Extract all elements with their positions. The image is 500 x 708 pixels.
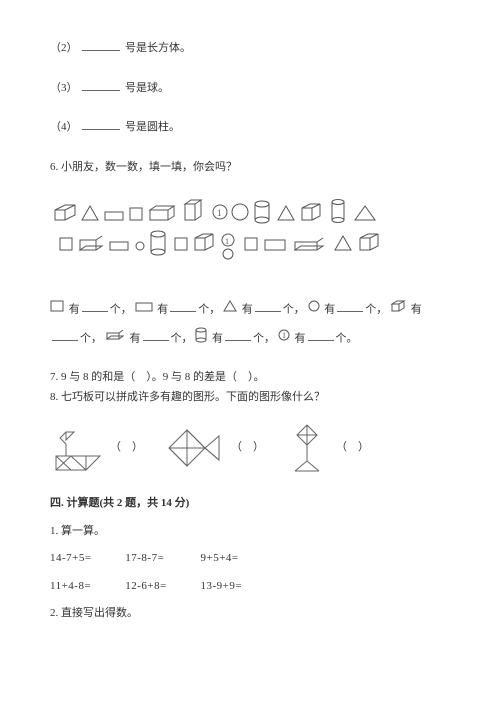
q2-num: （2） [50,42,78,54]
label-ge: 个， [198,303,220,315]
rectangle-icon [135,299,153,320]
blank[interactable] [255,302,281,312]
label-you: 有 [295,332,306,344]
paren[interactable]: （ ） [231,439,264,457]
blank[interactable] [52,331,78,341]
section-4-title: 四. 计算题(共 2 题，共 14 分) [50,495,450,513]
q4-text: 号是圆柱。 [125,121,180,133]
label-you: 有 [411,303,422,315]
calc-cell: 12-6+8= [125,578,197,596]
blank[interactable] [170,302,196,312]
blank[interactable] [337,302,363,312]
square-icon [50,299,64,320]
label-ge: 个， [365,303,387,315]
question-8: 8. 七巧板可以拼成许多有趣的图形。下面的图形像什么？ [50,389,450,407]
svg-text:1: 1 [217,208,222,218]
fill-row-1: 有 个， 有 个， 有 个， 有 个， 有 [50,299,450,321]
cylinder-icon [195,327,207,351]
calc-cell: 11+4-8= [50,578,122,596]
blank[interactable] [82,41,120,51]
label-ge: 个， [283,303,305,315]
circle-1-icon: 1 [278,328,290,349]
label-you: 有 [212,332,223,344]
calc-cell: 13-9+9= [201,578,273,596]
calc-row-2: 11+4-8= 12-6+8= 13-9+9= [50,578,450,596]
fill-row-2: 个， 有 个， 有 个， 1 有 个。 [50,327,450,351]
blank[interactable] [225,331,251,341]
q3-num: （3） [50,82,78,94]
label-ge: 个， [110,303,132,315]
q3-text: 号是球。 [125,82,169,94]
shapes-diagram: 1 1 [50,192,450,287]
triangle-icon [223,299,237,320]
question-7: 7. 9 与 8 的和是（ ）。9 与 8 的差是（ ）。 [50,369,450,387]
paren[interactable]: （ ） [110,439,143,457]
calc-cell: 14-7+5= [50,550,122,568]
label-ge-end: 个。 [336,332,358,344]
paren[interactable]: （ ） [336,439,369,457]
prism-icon [105,328,125,349]
calc-cell: 17-8-7= [125,550,197,568]
label-ge: 个， [253,332,275,344]
blank[interactable] [143,331,169,341]
calc-cell: 9+5+4= [201,550,273,568]
blank[interactable] [308,331,334,341]
question-4: （4） 号是圆柱。 [50,119,450,137]
svg-text:1: 1 [225,237,229,246]
question-3: （3） 号是球。 [50,80,450,98]
svg-text:1: 1 [282,331,286,340]
circle-icon [308,299,320,320]
label-ge: 个， [80,332,102,344]
tangram-fish: （ ） [161,424,268,472]
tangram-flower: （ ） [282,421,373,475]
label-you: 有 [69,303,80,315]
blank[interactable] [82,120,120,130]
label-you: 有 [157,303,168,315]
tangram-row: （ ） （ ） （ ） [50,421,450,475]
blank[interactable] [82,81,120,91]
label-you: 有 [242,303,253,315]
calc-row-1: 14-7+5= 17-8-7= 9+5+4= [50,550,450,568]
q2-text: 号是长方体。 [125,42,191,54]
label-you: 有 [130,332,141,344]
q4-num: （4） [50,121,78,133]
calc-2-title: 2. 直接写出得数。 [50,605,450,623]
question-6-prompt: 6. 小朋友，数一数，填一填，你会吗？ [50,159,450,177]
blank[interactable] [82,302,108,312]
cube-icon [390,299,406,321]
question-2: （2） 号是长方体。 [50,40,450,58]
tangram-swan: （ ） [50,422,147,474]
label-you: 有 [324,303,335,315]
label-ge: 个， [171,332,193,344]
calc-1-title: 1. 算一算。 [50,523,450,541]
